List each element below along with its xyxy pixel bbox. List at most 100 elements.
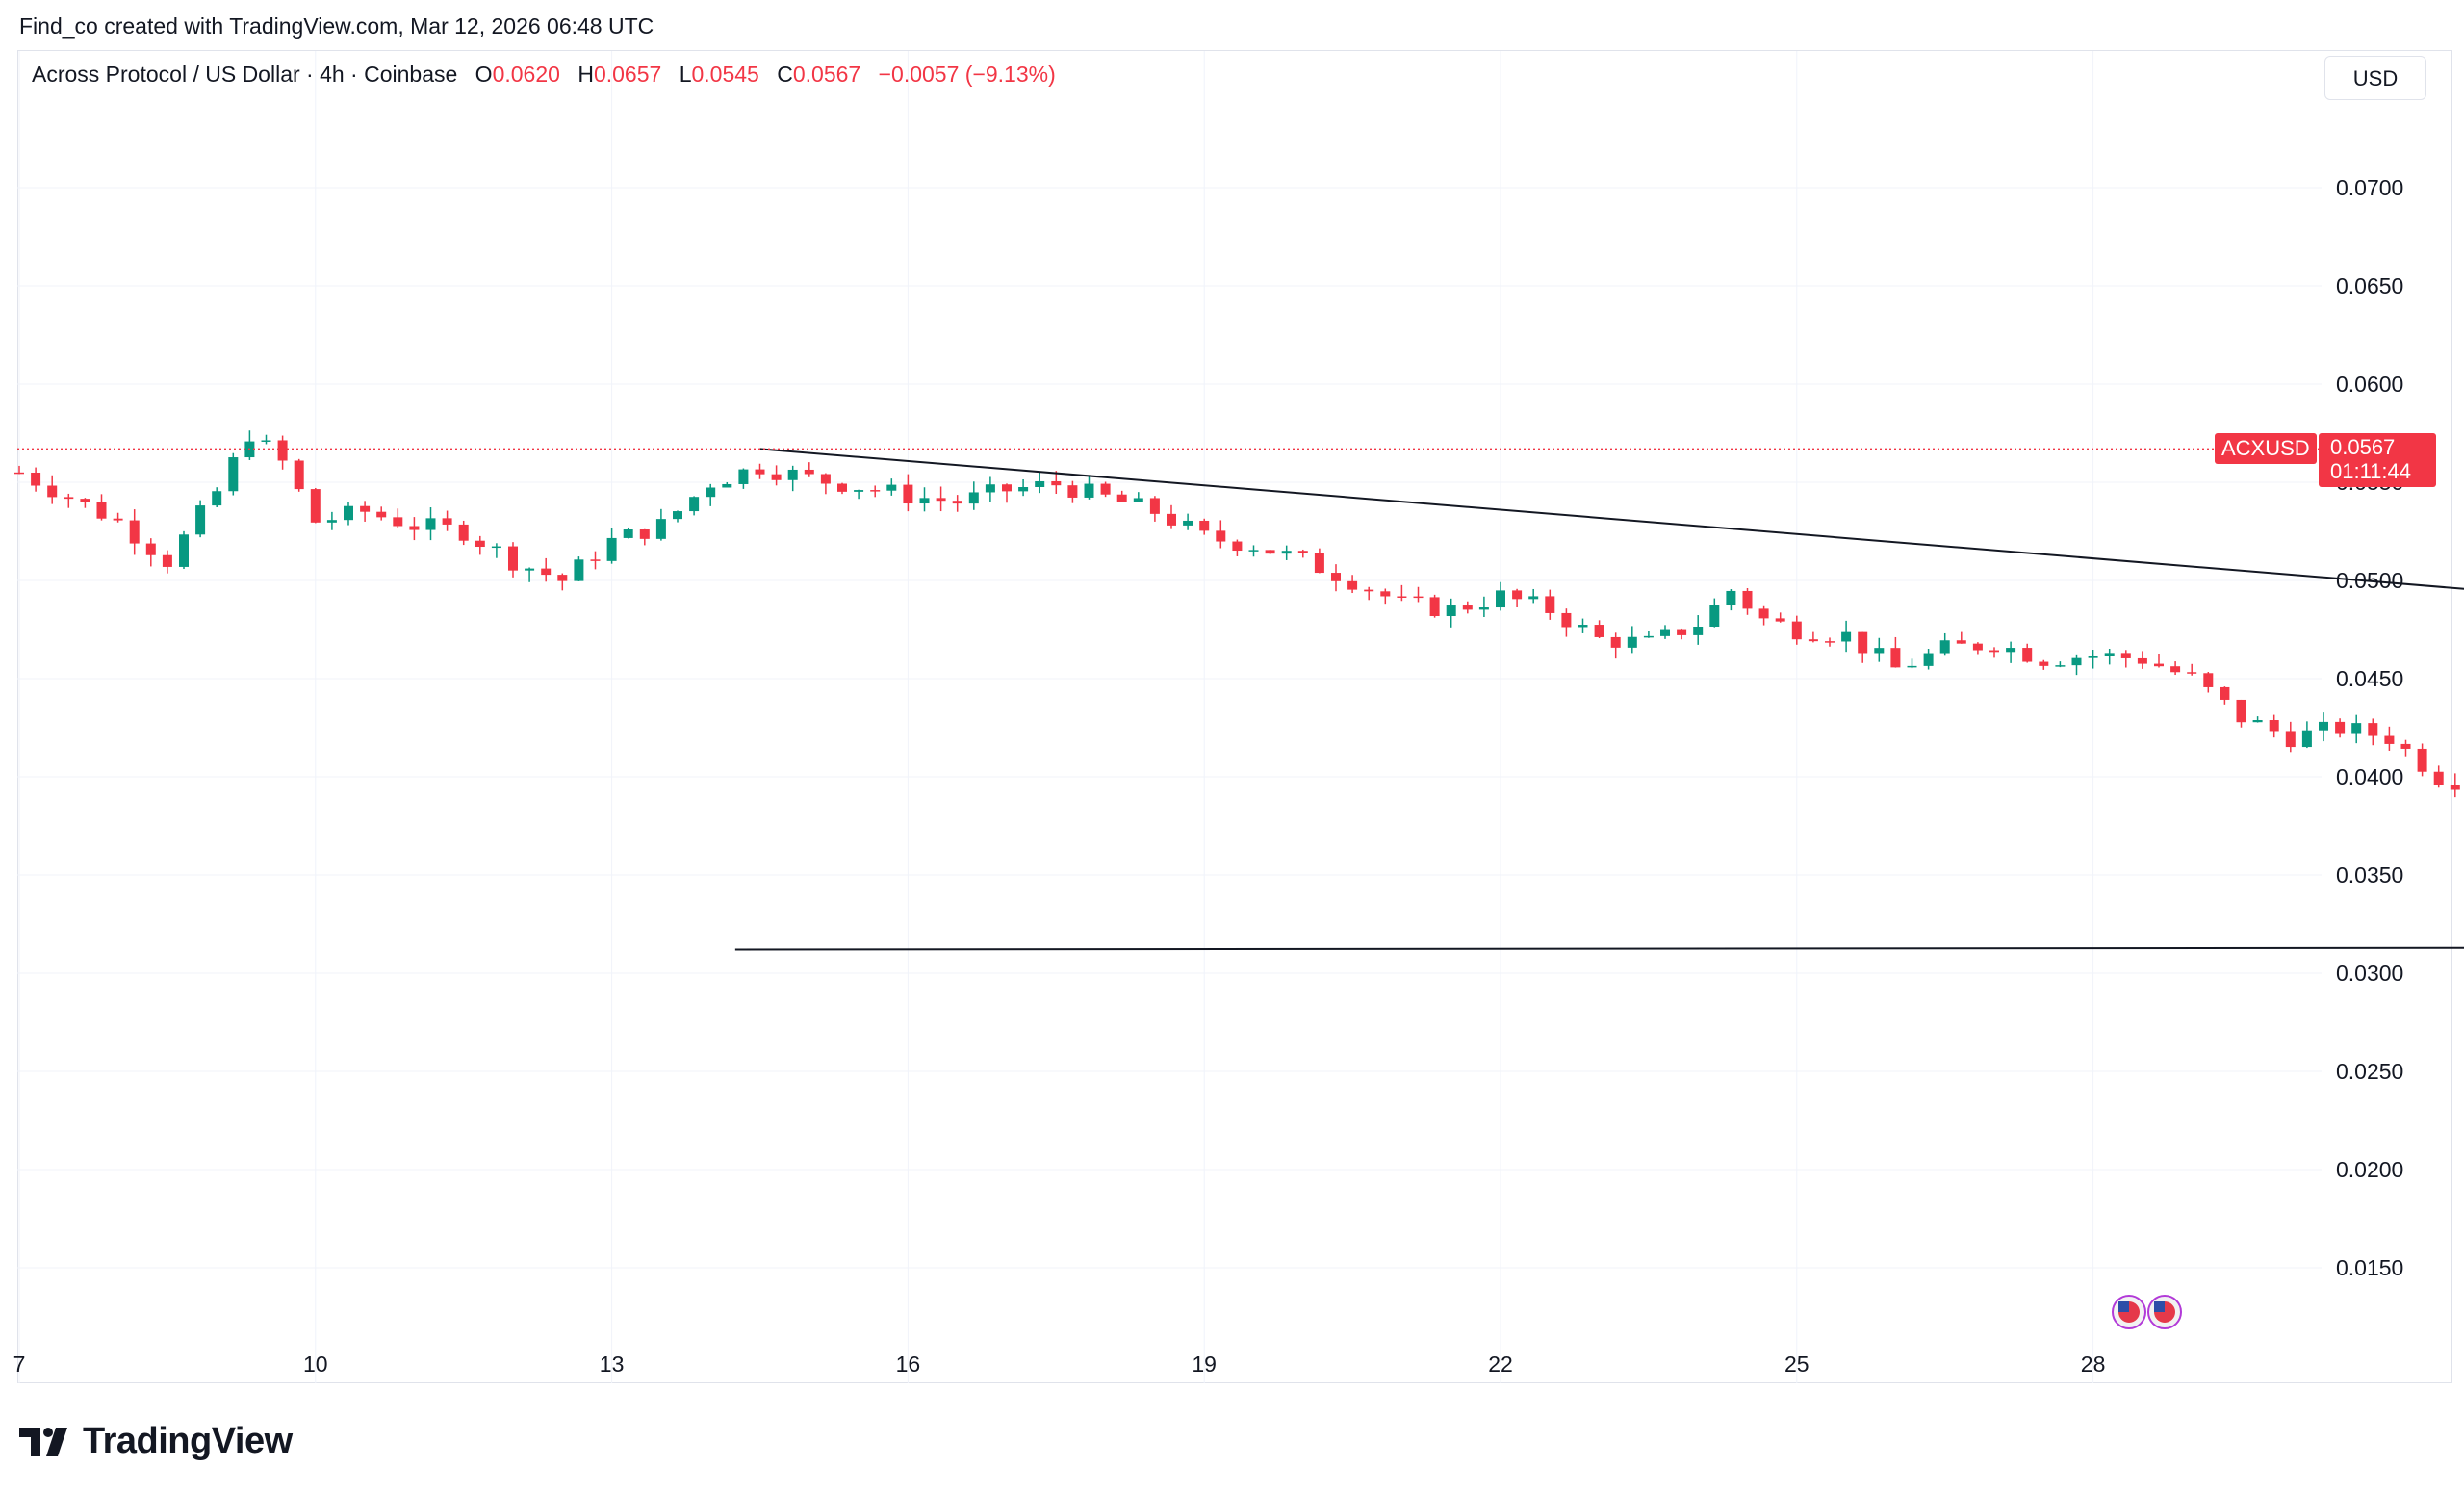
candle-body (1545, 596, 1555, 613)
price-axis-tick: 0.0350 (2336, 862, 2403, 888)
candle-body (1167, 513, 1176, 526)
candle-body (64, 497, 74, 500)
candle-body (2137, 657, 2147, 664)
candle-body (590, 559, 601, 561)
candle-body (722, 483, 732, 488)
candle-body (14, 472, 24, 475)
candle-body (1907, 665, 1917, 668)
candle-body (623, 529, 633, 538)
candle-body (655, 519, 666, 539)
price-axis-tick: 0.0400 (2336, 764, 2403, 789)
candle-body (837, 483, 847, 492)
candle-body (1478, 607, 1489, 610)
candle-body (1956, 640, 1966, 644)
close-label: C (777, 62, 793, 87)
candle-body (639, 529, 650, 539)
candle-body (508, 546, 518, 571)
candle-body (2154, 663, 2164, 667)
candle-body (1116, 494, 1127, 502)
flag-canton (2154, 1301, 2165, 1312)
candle-body (1758, 608, 1769, 619)
candle-body (854, 490, 864, 492)
candle-body (1084, 483, 1094, 498)
candle-body (1890, 648, 1901, 668)
price-axis-tick: 0.0300 (2336, 961, 2403, 986)
candle-body (1841, 631, 1852, 642)
candle-body (277, 440, 288, 461)
tradingview-logo[interactable]: TradingView (19, 1421, 293, 1462)
candle-body (2384, 735, 2395, 744)
candle-body (458, 524, 469, 541)
candle-body (2269, 720, 2279, 732)
candle-body (755, 469, 765, 475)
candle-body (475, 540, 485, 548)
candle-body (1512, 590, 1523, 600)
candle-body (2351, 723, 2362, 734)
candle-body (2368, 723, 2378, 736)
candle-body (2400, 743, 2411, 749)
candle-body (2252, 720, 2263, 723)
symbol-title[interactable]: Across Protocol / US Dollar · 4h · Coinb… (32, 62, 458, 87)
candle-body (344, 505, 353, 521)
candle-body (442, 518, 452, 525)
candle-body (1989, 650, 1999, 653)
time-axis-tick: 22 (1488, 1351, 1513, 1377)
candle-body (1858, 631, 1868, 654)
candle-body (903, 484, 913, 504)
candle-body (47, 485, 58, 498)
candle-body (1183, 520, 1194, 526)
candle-body (1397, 596, 1407, 598)
candle-body (673, 511, 682, 520)
candle-body (1002, 484, 1012, 492)
candle-body (212, 491, 222, 506)
candle-body (2104, 653, 2115, 656)
candle-body (129, 520, 140, 544)
flag-canton (2118, 1301, 2129, 1312)
tradingview-logo-icon (19, 1427, 67, 1456)
candle-body (2285, 731, 2296, 748)
price-axis-tick: 0.0700 (2336, 175, 2403, 200)
close-value: 0.0567 (792, 62, 861, 87)
candle-body (2220, 686, 2230, 700)
chart-credit-line: Find_co created with TradingView.com, Ma… (19, 13, 654, 39)
candle-body (425, 518, 436, 530)
time-axis-tick: 7 (13, 1351, 26, 1377)
change-value: −0.0057 (−9.13%) (878, 62, 1056, 87)
candle-body (1051, 480, 1062, 486)
candle-body (1496, 590, 1505, 608)
price-axis-tick: 0.0450 (2336, 666, 2403, 691)
candle-body (1149, 498, 1160, 514)
candle-body (1331, 573, 1341, 581)
candle-body (2170, 666, 2181, 673)
candle-body (2335, 721, 2346, 734)
candle-body (360, 505, 371, 512)
candle-body (1709, 605, 1720, 628)
candle-body (919, 498, 930, 504)
candle-body (31, 472, 41, 486)
candle-body (771, 474, 782, 480)
candle-body (1923, 653, 1934, 666)
candle-body (96, 502, 107, 519)
candle-body (393, 517, 403, 527)
candle-body (1693, 627, 1704, 635)
candle-body (870, 490, 881, 492)
candle-body (1660, 629, 1670, 636)
candle-body (1380, 591, 1391, 597)
candle-body (1018, 486, 1029, 492)
time-axis-tick: 13 (600, 1351, 625, 1377)
open-value: 0.0620 (492, 62, 560, 87)
candle-body (525, 568, 535, 571)
candle-body (113, 518, 123, 521)
candle-body (2301, 730, 2312, 748)
currency-button[interactable]: USD (2324, 56, 2426, 100)
candle-body (2039, 661, 2049, 666)
price-axis-tick: 0.0600 (2336, 372, 2403, 397)
candle-body (2022, 648, 2033, 662)
candle-body (706, 487, 716, 498)
candle-body (787, 469, 798, 480)
candle-body (2120, 653, 2131, 658)
candle-body (1528, 596, 1539, 600)
candle-body (2088, 656, 2098, 658)
candle-body (952, 501, 962, 504)
